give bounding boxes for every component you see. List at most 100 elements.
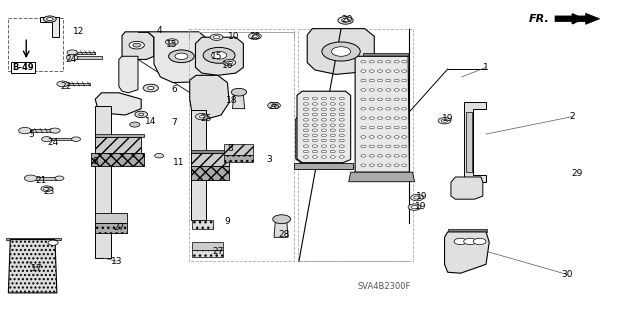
Circle shape [312, 129, 317, 131]
Text: 3: 3 [266, 155, 272, 164]
Polygon shape [95, 134, 145, 137]
Polygon shape [224, 144, 253, 155]
Circle shape [378, 60, 383, 63]
Circle shape [411, 195, 424, 201]
Circle shape [402, 70, 407, 72]
Circle shape [378, 154, 383, 157]
Circle shape [386, 70, 391, 72]
Circle shape [386, 154, 391, 157]
Circle shape [378, 126, 383, 129]
Circle shape [402, 164, 407, 167]
Text: 29: 29 [571, 169, 582, 178]
Circle shape [378, 108, 383, 110]
Polygon shape [274, 221, 288, 237]
Circle shape [369, 108, 374, 110]
Circle shape [213, 36, 220, 39]
Polygon shape [297, 91, 351, 163]
Circle shape [312, 134, 317, 137]
Text: SVA4B2300F: SVA4B2300F [357, 282, 410, 291]
Circle shape [402, 60, 407, 63]
Text: 23: 23 [44, 187, 55, 196]
Circle shape [42, 137, 52, 142]
Circle shape [321, 145, 326, 147]
Circle shape [378, 136, 383, 138]
Circle shape [386, 60, 391, 63]
Circle shape [386, 108, 391, 110]
Circle shape [312, 145, 317, 147]
Circle shape [378, 98, 383, 100]
Circle shape [175, 53, 188, 59]
Circle shape [361, 89, 366, 91]
Circle shape [129, 41, 145, 49]
Polygon shape [364, 53, 408, 56]
Circle shape [369, 136, 374, 138]
Circle shape [369, 126, 374, 129]
Circle shape [330, 103, 335, 105]
Text: 24: 24 [47, 137, 59, 146]
Text: 12: 12 [73, 27, 84, 36]
Polygon shape [355, 56, 410, 172]
Circle shape [195, 114, 208, 120]
Circle shape [312, 150, 317, 153]
Circle shape [330, 145, 335, 147]
Polygon shape [40, 17, 60, 37]
Circle shape [339, 113, 344, 116]
Polygon shape [65, 83, 90, 85]
Text: 19: 19 [415, 202, 427, 211]
Circle shape [442, 119, 448, 122]
Circle shape [402, 126, 407, 129]
Text: FR.: FR. [529, 14, 550, 24]
Circle shape [44, 187, 50, 190]
Text: 9: 9 [225, 217, 230, 226]
Polygon shape [189, 75, 229, 120]
Circle shape [339, 124, 344, 126]
Circle shape [130, 122, 140, 127]
Circle shape [402, 98, 407, 100]
Text: 4: 4 [156, 26, 162, 35]
Circle shape [303, 156, 308, 158]
Circle shape [321, 108, 326, 111]
Circle shape [169, 41, 175, 44]
Circle shape [361, 98, 366, 100]
Circle shape [321, 139, 326, 142]
Circle shape [394, 70, 399, 72]
Polygon shape [191, 242, 223, 250]
Circle shape [394, 98, 399, 100]
Circle shape [72, 137, 81, 141]
Circle shape [322, 42, 360, 61]
Circle shape [67, 55, 78, 60]
Circle shape [248, 33, 261, 40]
Circle shape [303, 139, 308, 142]
Circle shape [312, 97, 317, 100]
Circle shape [330, 156, 335, 158]
Circle shape [273, 215, 291, 224]
Text: 28: 28 [278, 230, 290, 239]
Circle shape [339, 129, 344, 131]
Text: 11: 11 [172, 158, 184, 167]
Circle shape [231, 88, 246, 96]
Polygon shape [122, 32, 154, 59]
Circle shape [339, 108, 344, 111]
Polygon shape [232, 94, 244, 109]
Circle shape [133, 43, 141, 47]
Circle shape [330, 97, 335, 100]
Text: 15: 15 [211, 52, 222, 61]
Circle shape [361, 126, 366, 129]
Polygon shape [464, 102, 486, 182]
Polygon shape [74, 56, 102, 59]
Polygon shape [294, 163, 353, 169]
Polygon shape [445, 232, 489, 273]
Circle shape [386, 136, 391, 138]
Circle shape [148, 86, 154, 90]
Circle shape [321, 156, 326, 158]
Circle shape [210, 34, 223, 41]
Circle shape [339, 103, 344, 105]
Text: 27: 27 [212, 247, 223, 256]
Circle shape [321, 150, 326, 153]
Circle shape [369, 70, 374, 72]
Circle shape [402, 136, 407, 138]
Circle shape [386, 164, 391, 167]
Circle shape [339, 134, 344, 137]
Circle shape [339, 139, 344, 142]
Circle shape [268, 102, 280, 109]
